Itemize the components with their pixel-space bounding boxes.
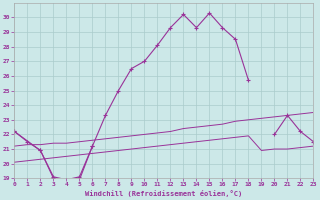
X-axis label: Windchill (Refroidissement éolien,°C): Windchill (Refroidissement éolien,°C) [85, 190, 243, 197]
